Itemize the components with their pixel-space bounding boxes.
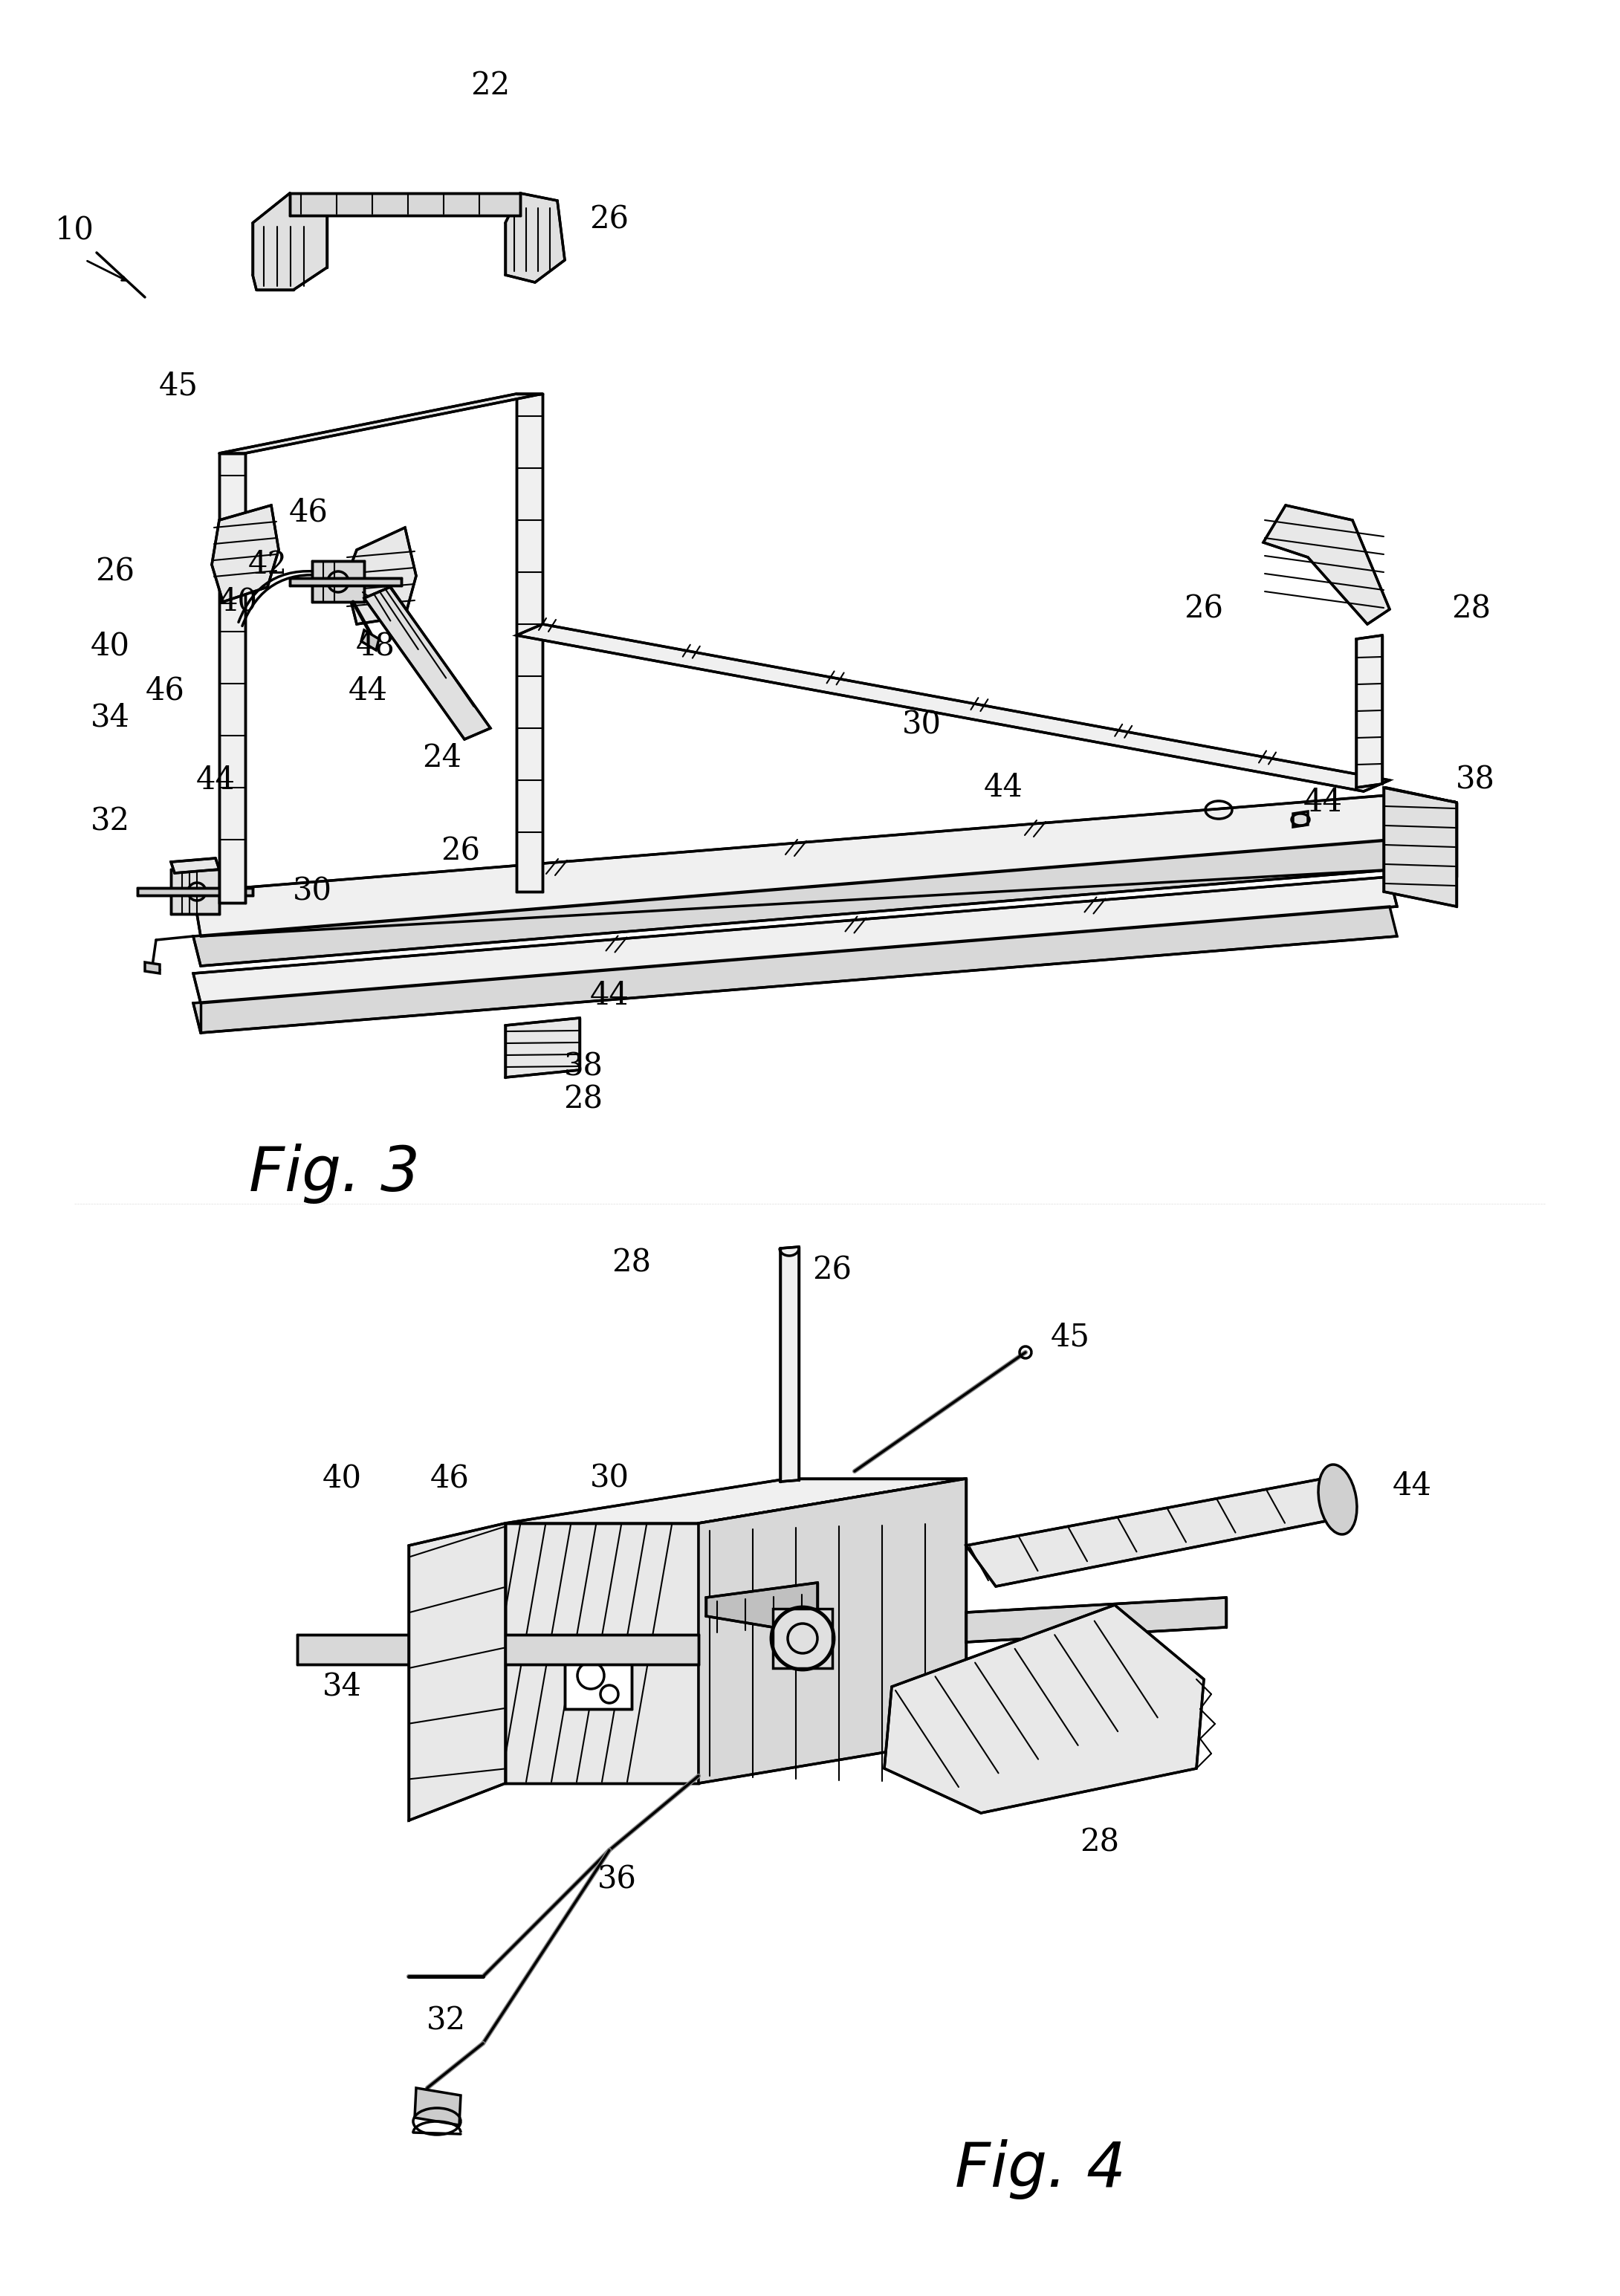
Polygon shape: [364, 588, 491, 739]
Text: Fig. 4: Fig. 4: [954, 2140, 1126, 2200]
Polygon shape: [172, 870, 219, 914]
Text: 26: 26: [1184, 595, 1223, 625]
Polygon shape: [290, 193, 520, 216]
Text: 30: 30: [293, 877, 332, 907]
Polygon shape: [505, 1479, 966, 1522]
Polygon shape: [505, 193, 565, 282]
Text: 44: 44: [348, 675, 387, 707]
Ellipse shape: [1319, 1465, 1358, 1534]
Polygon shape: [193, 794, 1396, 937]
Text: 34: 34: [91, 703, 130, 732]
Polygon shape: [290, 579, 402, 585]
Polygon shape: [144, 962, 160, 974]
Text: 30: 30: [590, 1463, 629, 1495]
Text: 46: 46: [288, 498, 327, 528]
Text: 44: 44: [590, 980, 629, 1010]
Polygon shape: [1356, 636, 1382, 788]
Polygon shape: [138, 889, 253, 895]
Text: 26: 26: [441, 836, 481, 866]
Text: 48: 48: [356, 631, 395, 661]
Polygon shape: [781, 1247, 799, 1481]
Text: 28: 28: [612, 1247, 651, 1279]
Text: 28: 28: [1452, 595, 1490, 625]
Polygon shape: [345, 528, 416, 625]
Polygon shape: [1383, 788, 1456, 907]
Text: 44: 44: [196, 765, 235, 797]
Polygon shape: [313, 560, 364, 602]
Polygon shape: [193, 877, 1396, 1003]
Polygon shape: [505, 1522, 698, 1784]
Polygon shape: [517, 625, 1390, 792]
Polygon shape: [415, 2087, 460, 2126]
Polygon shape: [172, 859, 219, 872]
Text: 38: 38: [564, 1052, 603, 1081]
Text: 10: 10: [55, 216, 94, 246]
Text: 46: 46: [429, 1463, 470, 1495]
Polygon shape: [212, 505, 279, 602]
Polygon shape: [219, 452, 245, 902]
Text: 24: 24: [423, 742, 462, 774]
Polygon shape: [698, 1479, 966, 1784]
Text: 28: 28: [1081, 1828, 1119, 1857]
Text: 26: 26: [96, 556, 134, 588]
Polygon shape: [219, 395, 543, 452]
Polygon shape: [253, 193, 327, 289]
Text: 40: 40: [219, 585, 258, 618]
Polygon shape: [1264, 505, 1390, 625]
Text: 26: 26: [590, 204, 629, 234]
Polygon shape: [1293, 810, 1307, 827]
Text: 32: 32: [91, 806, 130, 836]
Polygon shape: [193, 907, 1396, 1033]
Polygon shape: [706, 1582, 818, 1635]
Polygon shape: [505, 1017, 580, 1077]
Text: 36: 36: [598, 1864, 637, 1896]
Text: 32: 32: [426, 2004, 465, 2037]
Text: 44: 44: [1302, 788, 1343, 817]
Text: 40: 40: [322, 1463, 361, 1495]
Polygon shape: [1387, 788, 1456, 877]
Text: 44: 44: [983, 771, 1022, 804]
Text: 30: 30: [902, 709, 941, 739]
Polygon shape: [193, 840, 1396, 967]
Text: Fig. 3: Fig. 3: [249, 1143, 420, 1203]
Polygon shape: [517, 395, 543, 891]
Text: 22: 22: [471, 69, 510, 101]
Text: 44: 44: [1392, 1469, 1432, 1502]
Text: 46: 46: [146, 675, 185, 707]
Polygon shape: [885, 1605, 1204, 1814]
Text: 40: 40: [91, 631, 130, 661]
Polygon shape: [296, 1635, 698, 1665]
Text: 42: 42: [248, 549, 287, 581]
Polygon shape: [773, 1609, 833, 1669]
Polygon shape: [408, 1522, 505, 1821]
Text: 38: 38: [1455, 765, 1495, 797]
Polygon shape: [565, 1649, 632, 1708]
Polygon shape: [966, 1479, 1353, 1587]
Polygon shape: [361, 629, 379, 650]
Text: 45: 45: [1050, 1322, 1090, 1352]
Polygon shape: [966, 1598, 1226, 1642]
Text: 34: 34: [322, 1671, 361, 1701]
Text: 26: 26: [813, 1256, 852, 1286]
Text: 45: 45: [159, 370, 198, 402]
Text: 28: 28: [564, 1084, 603, 1116]
